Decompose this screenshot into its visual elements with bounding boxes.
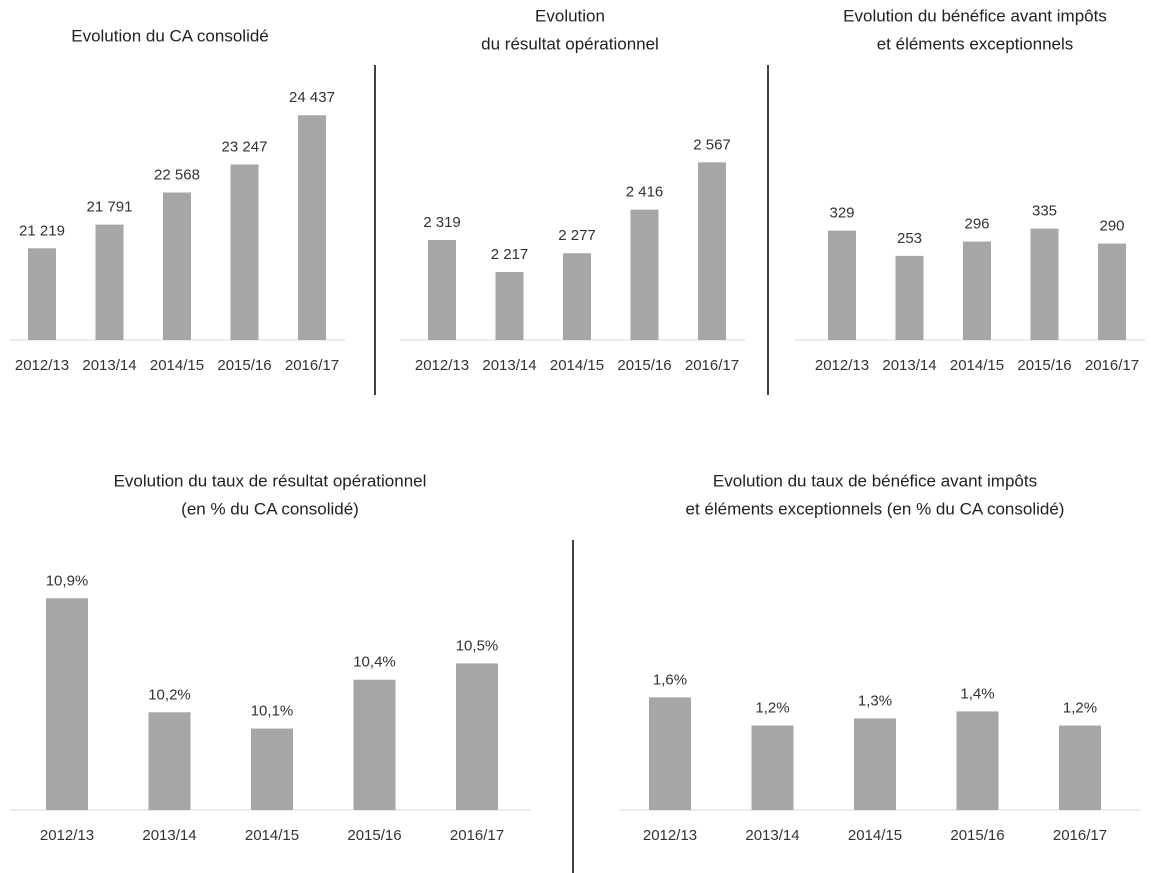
data-label: 253 xyxy=(897,230,922,247)
bar xyxy=(95,224,124,340)
x-tick-label: 2016/17 xyxy=(1053,827,1107,844)
data-label: 24 437 xyxy=(289,89,335,106)
bar xyxy=(456,663,498,810)
bar xyxy=(956,711,999,810)
data-label: 23 247 xyxy=(222,138,268,155)
data-label: 2 319 xyxy=(423,214,461,231)
bar xyxy=(251,728,293,810)
data-label: 1,2% xyxy=(755,699,789,716)
x-tick-label: 2013/14 xyxy=(142,827,196,844)
chart-title: Evolution du bénéfice avant impôts xyxy=(843,6,1107,25)
chart-title: et éléments exceptionnels xyxy=(877,34,1074,53)
data-label: 10,9% xyxy=(46,572,89,589)
data-label: 329 xyxy=(829,205,854,222)
bar xyxy=(751,725,794,810)
chart-title: Evolution du taux de bénéfice avant impô… xyxy=(713,471,1037,490)
chart-title: Evolution du CA consolidé xyxy=(71,26,269,45)
chart-title: et éléments exceptionnels (en % du CA co… xyxy=(686,499,1065,518)
data-label: 1,6% xyxy=(653,671,687,688)
x-tick-label: 2015/16 xyxy=(217,357,271,374)
data-label: 10,2% xyxy=(148,686,191,703)
bar xyxy=(563,253,591,340)
x-tick-label: 2014/15 xyxy=(150,357,204,374)
bar xyxy=(230,164,259,340)
x-tick-label: 2013/14 xyxy=(482,357,536,374)
x-tick-label: 2012/13 xyxy=(643,827,697,844)
bar xyxy=(28,248,56,340)
data-label: 1,2% xyxy=(1063,699,1097,716)
bar xyxy=(895,255,924,340)
data-label: 290 xyxy=(1099,218,1124,235)
x-tick-label: 2014/15 xyxy=(550,357,604,374)
bar xyxy=(1059,725,1101,810)
x-tick-label: 2012/13 xyxy=(815,357,869,374)
data-label: 1,3% xyxy=(858,692,892,709)
data-label: 2 567 xyxy=(693,136,731,153)
bar xyxy=(963,241,991,340)
x-tick-label: 2012/13 xyxy=(15,357,69,374)
bar xyxy=(298,115,326,341)
data-label: 21 219 xyxy=(19,222,65,239)
data-label: 296 xyxy=(964,216,989,233)
data-label: 1,4% xyxy=(960,685,994,702)
x-tick-label: 2015/16 xyxy=(950,827,1004,844)
bar xyxy=(428,240,456,340)
x-tick-label: 2016/17 xyxy=(450,827,504,844)
bar xyxy=(630,209,659,340)
x-tick-label: 2016/17 xyxy=(685,357,739,374)
bar xyxy=(46,598,88,810)
data-label: 10,4% xyxy=(353,654,396,671)
x-tick-label: 2014/15 xyxy=(950,357,1004,374)
x-tick-label: 2016/17 xyxy=(1085,357,1139,374)
data-label: 10,1% xyxy=(251,703,294,720)
bar xyxy=(854,718,896,810)
data-label: 2 277 xyxy=(558,227,596,244)
bar xyxy=(163,192,191,340)
data-label: 2 217 xyxy=(491,246,529,263)
data-label: 335 xyxy=(1032,203,1057,220)
bar xyxy=(828,230,856,340)
data-label: 10,5% xyxy=(456,637,499,654)
x-tick-label: 2012/13 xyxy=(40,827,94,844)
bar xyxy=(649,697,691,810)
bar xyxy=(353,679,396,810)
data-label: 2 416 xyxy=(626,184,664,201)
chart-title: Evolution du taux de résultat opérationn… xyxy=(114,471,427,490)
bar xyxy=(1030,228,1059,340)
data-label: 21 791 xyxy=(87,199,133,216)
chart-title: du résultat opérationnel xyxy=(481,34,659,53)
bar xyxy=(698,162,726,340)
chart-title: Evolution xyxy=(535,6,605,25)
x-tick-label: 2013/14 xyxy=(82,357,136,374)
x-tick-label: 2013/14 xyxy=(745,827,799,844)
bar xyxy=(1098,243,1126,340)
x-tick-label: 2014/15 xyxy=(245,827,299,844)
x-tick-label: 2015/16 xyxy=(1017,357,1071,374)
data-label: 22 568 xyxy=(154,166,200,183)
x-tick-label: 2014/15 xyxy=(848,827,902,844)
x-tick-label: 2013/14 xyxy=(882,357,936,374)
x-tick-label: 2015/16 xyxy=(617,357,671,374)
chart-title: (en % du CA consolidé) xyxy=(181,499,359,518)
bar xyxy=(148,712,191,810)
x-tick-label: 2016/17 xyxy=(285,357,339,374)
x-tick-label: 2015/16 xyxy=(347,827,401,844)
x-tick-label: 2012/13 xyxy=(415,357,469,374)
bar xyxy=(495,272,524,340)
